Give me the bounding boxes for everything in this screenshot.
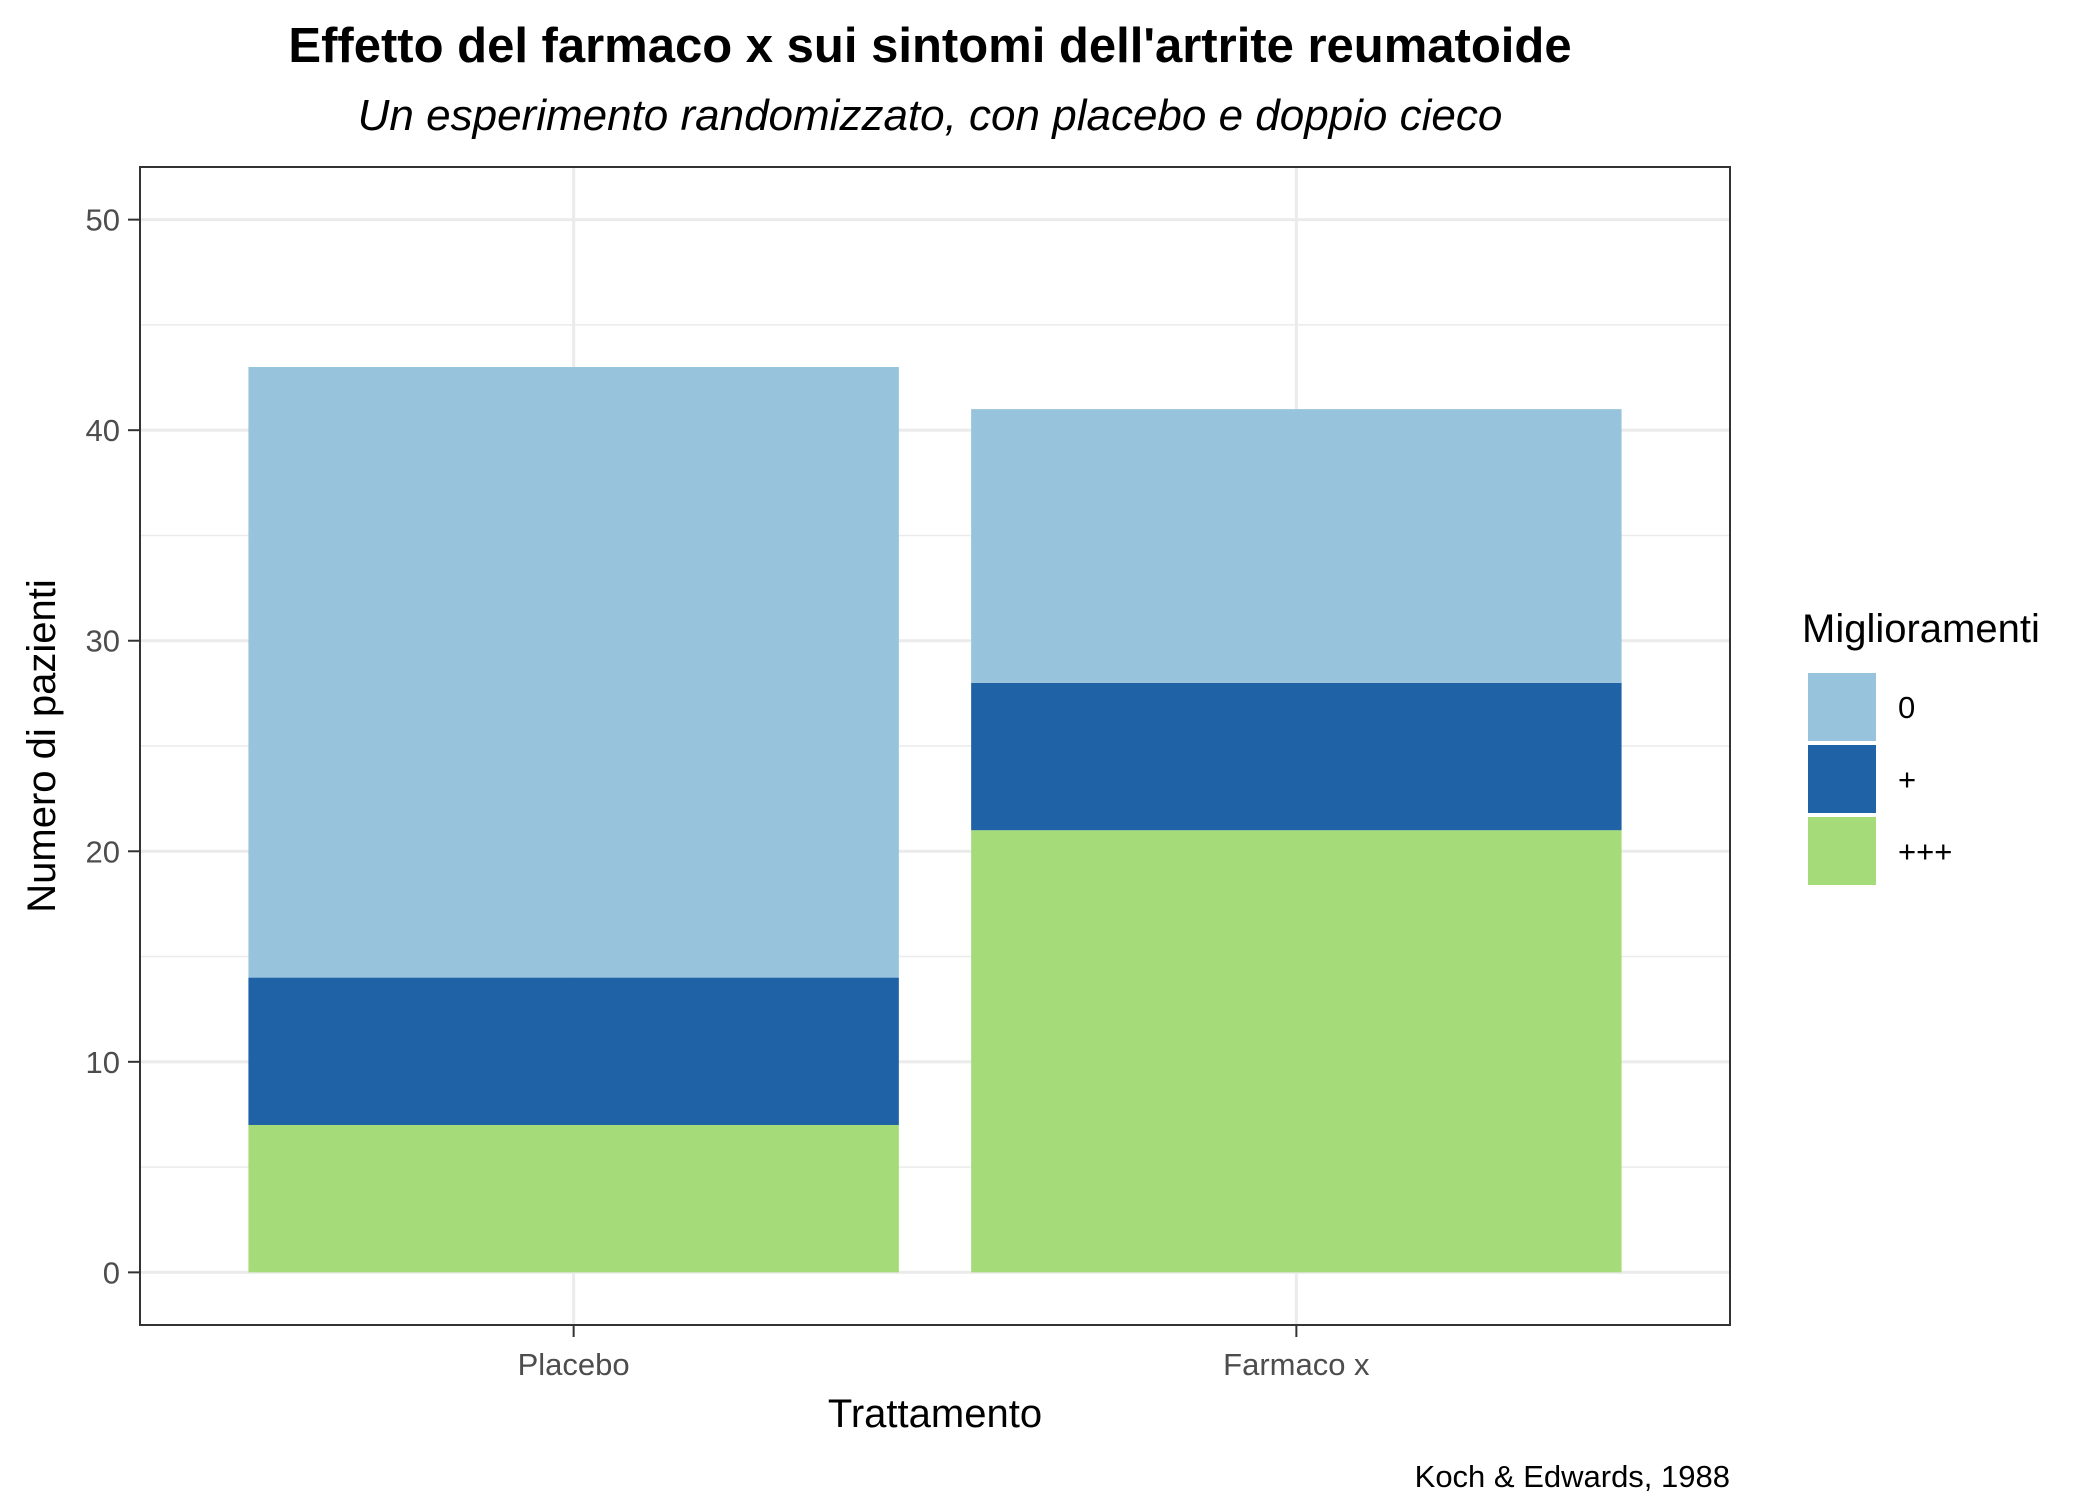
- y-axis: 0 10 20 30 40 50: [86, 203, 140, 1290]
- bars: [248, 367, 1622, 1273]
- chart-caption: Koch & Edwards, 1988: [1415, 1459, 1730, 1494]
- bar-segment: [971, 682, 1622, 831]
- x-axis-title: Trattamento: [828, 1392, 1042, 1436]
- chart-title: Effetto del farmaco x sui sintomi dell'a…: [288, 19, 1571, 73]
- legend-label: 0: [1898, 690, 1915, 725]
- y-tick-label: 0: [103, 1255, 120, 1290]
- bar-segment: [971, 830, 1622, 1273]
- chart-subtitle: Un esperimento randomizzato, con placebo…: [358, 91, 1503, 140]
- y-tick-label: 20: [86, 834, 120, 869]
- legend-key: [1808, 745, 1876, 813]
- y-axis-title: Numero di pazienti: [20, 579, 64, 913]
- bar-segment: [248, 977, 899, 1125]
- legend-label: +: [1898, 762, 1916, 797]
- bar-segment: [248, 367, 899, 978]
- y-tick-label: 40: [86, 413, 120, 448]
- legend-label: +++: [1898, 834, 1952, 869]
- y-tick-label: 30: [86, 624, 120, 659]
- x-axis: Placebo Farmaco x: [518, 1325, 1370, 1382]
- x-tick-label: Farmaco x: [1223, 1347, 1370, 1382]
- legend-title: Miglioramenti: [1802, 607, 2040, 651]
- bar-segment: [248, 1124, 899, 1273]
- y-tick-label: 10: [86, 1045, 120, 1080]
- bar-segment: [971, 409, 1622, 683]
- x-tick-label: Placebo: [518, 1347, 630, 1382]
- legend: Miglioramenti 0++++: [1802, 607, 2040, 885]
- legend-key: [1808, 673, 1876, 741]
- y-tick-label: 50: [86, 203, 120, 238]
- legend-key: [1808, 817, 1876, 885]
- plot-panel-border: [139, 166, 1731, 1326]
